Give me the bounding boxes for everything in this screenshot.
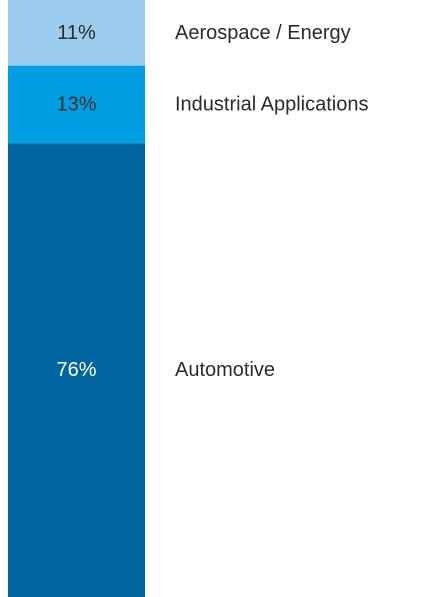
bar-segment-industrial-applications — [8, 65, 145, 144]
category-label-automotive: Automotive — [175, 359, 275, 381]
data-label-aerospace-energy: 11% — [57, 22, 96, 44]
data-label-automotive: 76% — [56, 359, 96, 381]
data-label-industrial-applications: 13% — [56, 93, 96, 115]
bar-segment-automotive — [8, 143, 145, 597]
bar-stack: 11% 13% 76% — [8, 0, 145, 597]
bar-segment-aerospace-energy — [8, 0, 145, 66]
category-label-industrial-applications: Industrial Applications — [175, 93, 368, 115]
category-label-aerospace-energy: Aerospace / Energy — [175, 22, 351, 44]
category-labels: Aerospace / Energy Industrial Application… — [175, 22, 368, 381]
